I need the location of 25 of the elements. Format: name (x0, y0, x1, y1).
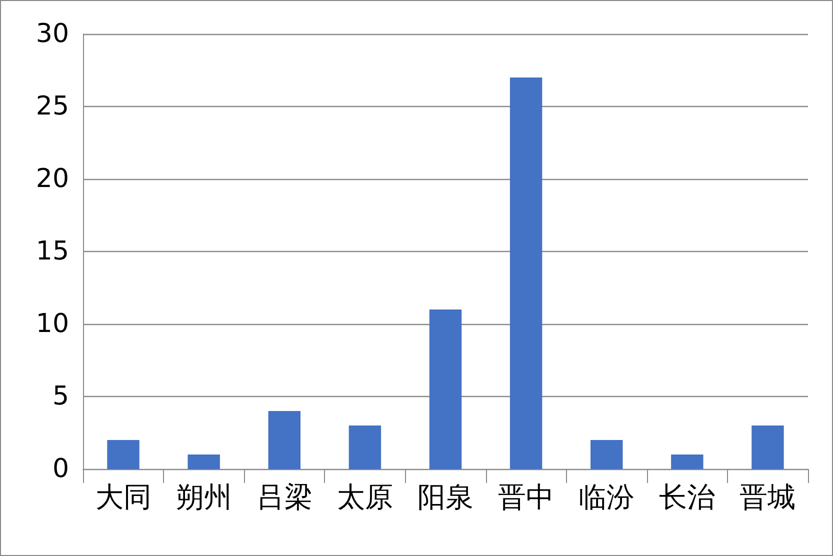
bar (752, 426, 784, 469)
x-tick-label: 临汾 (578, 480, 635, 514)
bar (510, 78, 542, 469)
x-tick-label: 朔州 (176, 480, 232, 514)
bar (348, 426, 382, 469)
y-tick-label: 30 (36, 19, 69, 49)
x-tick-label: 大同 (95, 480, 152, 514)
y-tick-label: 10 (36, 309, 69, 339)
y-tick-label: 25 (36, 92, 69, 122)
y-tick-label: 15 (36, 236, 69, 266)
bar (671, 454, 704, 469)
bar (429, 310, 462, 469)
x-tick-label: 晋城 (740, 480, 796, 514)
x-tick-label: 吕梁 (256, 480, 312, 514)
bar (188, 454, 220, 469)
bar (107, 440, 140, 469)
x-tick-label: 阳泉 (418, 480, 474, 514)
y-tick-label: 20 (36, 164, 69, 194)
x-tick-label: 晋中 (498, 480, 554, 514)
x-tick-label: 长治 (659, 480, 716, 514)
y-tick-label: 5 (52, 382, 69, 412)
y-tick-label: 0 (52, 454, 69, 484)
x-tick-label: 太原 (336, 480, 393, 514)
bar (590, 440, 623, 469)
bar (268, 411, 300, 469)
